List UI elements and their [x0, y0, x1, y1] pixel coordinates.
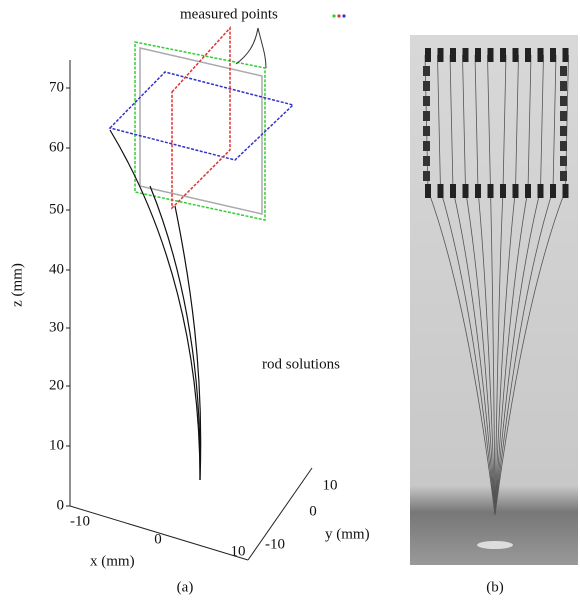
photo-marker — [425, 48, 431, 62]
y-tick-label: -10 — [265, 536, 285, 552]
photo-marker — [487, 184, 494, 198]
photo-marker — [525, 184, 531, 198]
photo-marker — [537, 48, 544, 62]
photo-marker — [450, 48, 456, 62]
z-tick-label: 10 — [49, 437, 64, 453]
z-tick-label: 30 — [49, 319, 64, 335]
z-tick-label: 60 — [49, 139, 64, 155]
photo-marker — [423, 156, 430, 166]
rod-solutions — [109, 129, 202, 481]
axis-label: z (mm) — [9, 263, 25, 307]
photo-marker — [537, 184, 544, 198]
y-axis — [247, 467, 313, 561]
photo-marker — [423, 111, 430, 121]
photo-rod — [424, 54, 496, 516]
axis-label: x (mm) — [90, 553, 135, 569]
photo-marker — [425, 184, 431, 198]
x-tick-label: 10 — [231, 543, 246, 559]
photo-rod — [494, 54, 532, 516]
y-tick-label: 10 — [323, 477, 338, 493]
photo-marker — [475, 184, 481, 198]
photo-marker — [562, 48, 569, 62]
photo-marker — [560, 156, 567, 166]
photo-rod — [494, 54, 569, 516]
photo-rod — [487, 54, 496, 516]
z-tick-label: 50 — [49, 201, 64, 217]
photo-marker — [560, 81, 567, 91]
photo-marker — [423, 81, 430, 91]
dot — [342, 14, 346, 18]
photo-marker — [500, 48, 506, 62]
photo-marker — [487, 48, 494, 62]
x-axis — [69, 505, 249, 561]
photo-marker — [550, 184, 556, 198]
z-tick-label: 40 — [49, 261, 64, 277]
photo-marker — [437, 48, 444, 62]
photo-marker — [560, 171, 567, 181]
panel-label: (a) — [177, 579, 194, 595]
photo-rod — [494, 54, 544, 516]
photo-rod — [449, 54, 496, 516]
photo-marker — [560, 66, 567, 76]
photo-marker — [423, 126, 430, 136]
plane-red — [171, 26, 231, 210]
photo-rod — [494, 54, 507, 516]
photo-marker — [437, 184, 444, 198]
photo-marker — [462, 184, 469, 198]
plane-green — [134, 41, 266, 221]
photo-marker — [560, 96, 567, 106]
annotation: rod solutions — [262, 356, 340, 372]
photo-marker — [525, 48, 531, 62]
photo-rod — [437, 54, 496, 516]
x-tick-label: 0 — [154, 531, 162, 547]
z-tick-label: 70 — [49, 79, 64, 95]
photo-marker — [512, 48, 519, 62]
photo-marker — [423, 141, 430, 151]
x-tick-label: -10 — [70, 513, 90, 529]
z-tick-label: 20 — [49, 377, 64, 393]
photo-marker — [423, 171, 430, 181]
photo-marker — [560, 126, 567, 136]
axis-label: y (mm) — [325, 526, 370, 542]
axes-3d — [69, 60, 313, 561]
leader — [235, 27, 267, 69]
photo-marker — [475, 48, 481, 62]
annotation: measured points — [180, 6, 278, 22]
photo-marker — [560, 141, 567, 151]
photo-marker — [462, 48, 469, 62]
plane-gray — [139, 47, 263, 215]
photo-marker — [562, 184, 569, 198]
z-tick-label: 0 — [57, 497, 65, 513]
plane-blue — [108, 71, 295, 161]
photo-marker — [423, 96, 430, 106]
photo-base — [477, 541, 513, 549]
photo-marker — [560, 111, 567, 121]
dot — [337, 14, 341, 18]
photo-rod — [494, 54, 519, 516]
photo-marker — [550, 48, 556, 62]
photo-rod — [462, 54, 496, 516]
y-tick-label: 0 — [309, 503, 317, 519]
photo-rod — [494, 54, 557, 516]
photo-marker — [500, 184, 506, 198]
photo-marker — [450, 184, 456, 198]
photo-marker — [423, 66, 430, 76]
photo-marker — [512, 184, 519, 198]
dot — [332, 14, 336, 18]
photo-rod — [474, 54, 496, 516]
photo-rods — [424, 54, 569, 516]
panel-label: (b) — [486, 579, 504, 595]
